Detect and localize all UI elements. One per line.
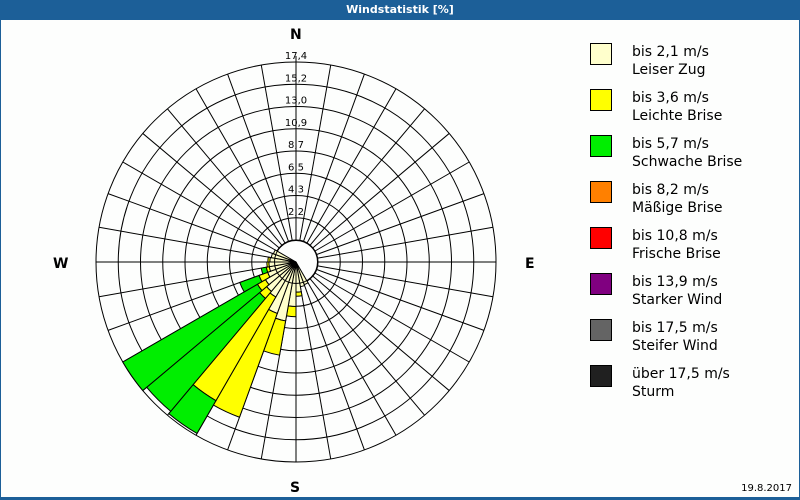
- wind-sector-segment: [260, 266, 269, 275]
- chart-title: Windstatistik [%]: [0, 0, 800, 20]
- grid-spoke: [122, 161, 278, 252]
- legend-name: Leiser Zug: [632, 62, 706, 78]
- grid-spoke: [107, 193, 276, 255]
- grid-spoke: [309, 108, 425, 246]
- grid-spoke: [98, 265, 275, 298]
- ring-label: 10,9: [285, 118, 307, 129]
- grid-spoke: [303, 73, 365, 242]
- grid-spoke: [227, 73, 289, 242]
- wind-sector-segment: [266, 261, 270, 268]
- legend-name: Leichte Brise: [632, 108, 723, 124]
- legend-name: Mäßige Brise: [632, 200, 723, 216]
- grid-spoke: [312, 275, 450, 391]
- grid-spoke: [316, 193, 485, 255]
- legend-name: Sturm: [632, 384, 675, 400]
- grid-spoke: [314, 161, 470, 252]
- grid-spoke: [314, 272, 470, 363]
- grid-spoke: [317, 226, 494, 259]
- grid-spoke: [309, 278, 425, 416]
- grid-spoke: [142, 133, 280, 249]
- wind-sector-segment: [239, 274, 263, 293]
- legend-name: Schwache Brise: [632, 154, 743, 170]
- grid-spoke: [260, 64, 293, 241]
- date-stamp: 19.8.2017: [741, 483, 792, 494]
- legend-speed: bis 2,1 m/s: [632, 44, 709, 60]
- grid-spoke: [299, 64, 332, 241]
- legend-name: Frische Brise: [632, 246, 721, 262]
- legend-speed: bis 13,9 m/s: [632, 274, 718, 290]
- grid-spoke: [167, 108, 283, 246]
- grid-spoke: [306, 280, 397, 436]
- legend-swatch: [590, 227, 612, 249]
- ring-label: 17,4: [285, 51, 307, 62]
- grid-spoke: [299, 283, 332, 460]
- wind-sector-segment: [122, 283, 263, 392]
- wind-sector-segment: [295, 261, 309, 286]
- grid-spoke: [98, 226, 275, 259]
- ring-label: 15,2: [285, 73, 307, 84]
- legend-swatch: [590, 181, 612, 203]
- legend-speed: bis 5,7 m/s: [632, 136, 709, 152]
- grid-spoke: [316, 269, 485, 331]
- legend-speed: bis 10,8 m/s: [632, 228, 718, 244]
- legend-name: Starker Wind: [632, 292, 723, 308]
- compass-south-label: S: [290, 480, 301, 496]
- ring-label: 8,7: [288, 140, 304, 151]
- grid-spoke: [312, 133, 450, 249]
- legend-swatch: [590, 319, 612, 341]
- legend-speed: bis 3,6 m/s: [632, 90, 709, 106]
- legend-speed: bis 17,5 m/s: [632, 320, 718, 336]
- compass-east-label: E: [525, 256, 535, 272]
- legend-swatch: [590, 273, 612, 295]
- bottom-border: [0, 497, 800, 500]
- wind-sector-segment: [295, 291, 303, 297]
- legend-swatch: [590, 365, 612, 387]
- grid-spoke: [317, 265, 494, 298]
- compass-west-label: W: [53, 256, 69, 272]
- wind-sector-segment: [267, 256, 271, 263]
- ring-label: 13,0: [285, 96, 307, 107]
- legend-swatch: [590, 89, 612, 111]
- wind-sector-segment: [272, 249, 297, 263]
- legend-name: Steifer Wind: [632, 338, 718, 354]
- legend-swatch: [590, 135, 612, 157]
- legend-speed: über 17,5 m/s: [632, 366, 730, 382]
- legend-speed: bis 8,2 m/s: [632, 182, 709, 198]
- grid-spoke: [306, 88, 397, 244]
- grid-spoke: [303, 282, 365, 451]
- wind-sector-segment: [168, 383, 217, 435]
- ring-label: 2,2: [288, 207, 304, 218]
- compass-north-label: N: [290, 27, 302, 43]
- ring-label: 4,3: [288, 185, 304, 196]
- inner-ring: [274, 240, 318, 284]
- legend-swatch: [590, 43, 612, 65]
- ring-label: 6,5: [288, 162, 304, 173]
- grid-spoke: [195, 88, 286, 244]
- chart-frame: [0, 20, 800, 499]
